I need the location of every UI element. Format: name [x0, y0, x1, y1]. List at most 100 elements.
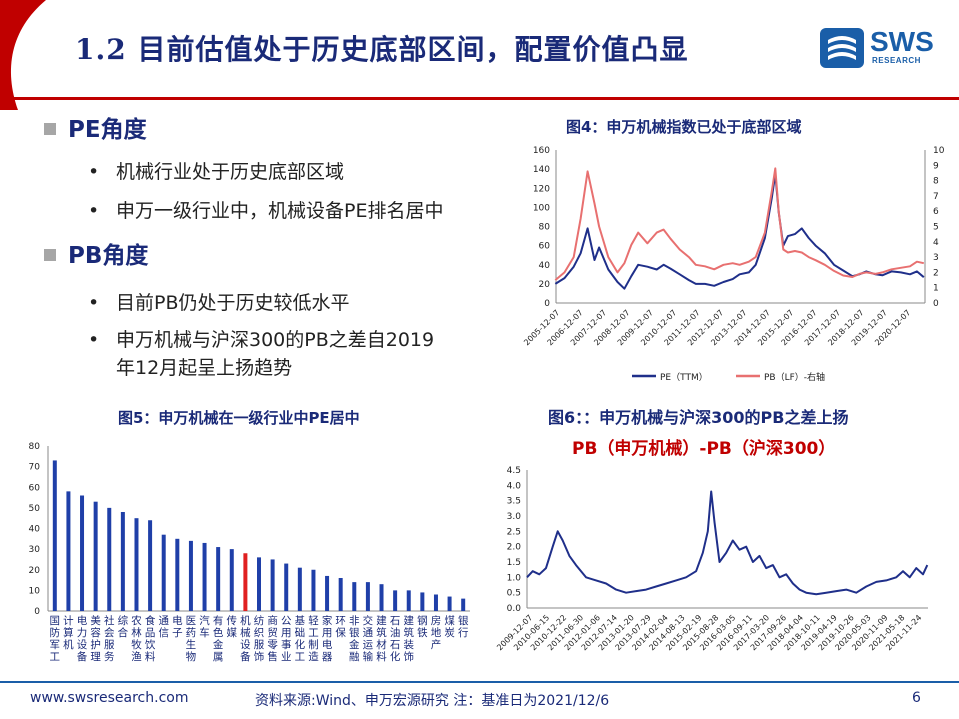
x-tick-label-char: 品: [145, 627, 156, 639]
y-tick-label: 1.0: [507, 573, 522, 583]
x-tick-label-char: 车: [199, 626, 210, 639]
y-right-tick-label: 1: [933, 284, 939, 294]
y-right-tick-label: 10: [933, 146, 945, 156]
bar-商贸零售: [270, 559, 275, 611]
y-tick-label: 0.0: [507, 604, 522, 614]
y-tick-label: 70: [29, 463, 41, 473]
x-tick-label-char: 材: [376, 638, 387, 651]
bar-石油石化: [393, 590, 398, 611]
x-tick-label-char: 综: [118, 614, 129, 627]
x-tick-label-char: 美: [90, 614, 101, 627]
x-tick-label-char: 渔: [131, 651, 142, 663]
bar-电力设备: [80, 495, 85, 611]
x-tick-label-char: 建: [403, 614, 414, 627]
sws-logo: SWS RESEARCH: [820, 26, 940, 70]
x-tick-label-char: 化: [295, 638, 306, 651]
y-tick-label: 10: [29, 586, 41, 596]
y-left-tick-label: 140: [533, 165, 550, 175]
bar-家用电器: [325, 575, 330, 611]
x-tick-label-char: 属: [213, 651, 224, 663]
x-tick-label-char: 织: [254, 627, 265, 639]
footer-website[interactable]: www.swsresearch.com: [30, 690, 189, 706]
fig6-chart: 0.00.51.01.52.02.53.03.54.04.52009-12-07…: [495, 466, 929, 652]
bar-传媒: [229, 549, 234, 611]
bar-机械设备: [243, 553, 248, 611]
logo-text: SWS: [870, 26, 934, 57]
bar-农林牧渔: [134, 518, 139, 611]
fig5-chart: 01020304050607080国防军工计算机电力设备美容护理社会服务综合农林…: [29, 442, 470, 663]
x-tick-label-char: 银: [349, 626, 360, 639]
x-tick-label-char: 传: [227, 615, 238, 627]
footer-source: 资料来源:Wind、申万宏源研究 注：基准日为2021/12/6: [255, 693, 610, 709]
x-tick-label-char: 纺: [254, 614, 265, 627]
series-line-1: [554, 172, 925, 290]
x-tick-label-char: 林: [131, 626, 142, 639]
x-tick-label-char: 通: [158, 615, 169, 627]
x-tick-label-char: 媒: [227, 626, 238, 639]
x-tick-label-char: 筑: [376, 626, 387, 639]
x-tick-label-char: 制: [308, 638, 319, 651]
x-tick-label-char: 银: [458, 614, 469, 627]
x-tick-label-char: 牧: [131, 638, 142, 651]
bar-电子: [175, 538, 180, 611]
y-tick-label: 2.0: [507, 543, 522, 553]
x-tick-label-char: 用: [281, 627, 292, 639]
y-tick-label: 2.5: [507, 527, 521, 537]
y-right-tick-label: 3: [933, 253, 939, 263]
x-tick-label-char: 备: [240, 650, 251, 663]
y-left-tick-label: 20: [539, 280, 551, 290]
y-tick-label: 40: [29, 525, 41, 535]
x-tick-label-char: 电: [322, 638, 333, 651]
bar-银行: [461, 598, 466, 611]
x-tick-label-char: 建: [376, 614, 387, 627]
x-tick-label-char: 贸: [267, 627, 278, 639]
x-tick-label-char: 物: [186, 650, 197, 663]
y-right-tick-label: 9: [933, 161, 939, 171]
x-tick-label-char: 化: [390, 650, 401, 663]
x-tick-label-char: 地: [431, 626, 442, 639]
x-tick-label-char: 医: [186, 615, 197, 627]
bar-美容护理: [93, 501, 98, 611]
y-left-tick-label: 120: [533, 184, 550, 194]
x-tick-label-char: 食: [145, 614, 156, 627]
x-tick-label-char: 力: [77, 626, 88, 639]
x-tick-label-char: 农: [131, 614, 142, 627]
x-tick-label-char: 事: [281, 638, 292, 651]
x-tick-label-char: 电: [172, 614, 183, 627]
x-tick-label-char: 油: [390, 626, 401, 639]
x-tick-label-char: 械: [240, 626, 251, 639]
x-tick-label-char: 行: [458, 626, 469, 639]
x-tick-label-char: 用: [322, 627, 333, 639]
y-left-tick-label: 40: [539, 261, 551, 271]
x-tick-label-char: 信: [158, 627, 169, 639]
y-right-tick-label: 8: [933, 177, 939, 187]
bar-通信: [161, 534, 166, 611]
y-tick-label: 20: [29, 566, 41, 576]
y-right-tick-label: 4: [933, 238, 939, 248]
y-right-tick-label: 5: [933, 223, 939, 233]
x-tick-label-char: 防: [50, 626, 61, 639]
x-tick-label-char: 输: [363, 650, 374, 663]
x-tick-label-char: 会: [104, 626, 115, 639]
x-tick-label-char: 护: [90, 638, 101, 651]
pb-bullet-2-cont: 年12月起呈上扬趋势: [116, 357, 293, 379]
pb-bullet-1: • 目前PB仍处于历史较低水平: [88, 292, 350, 314]
x-tick-label-char: 服: [254, 639, 265, 651]
bar-公用事业: [284, 563, 289, 611]
y-tick-label: 4.0: [507, 481, 522, 491]
x-tick-label-char: 色: [213, 626, 224, 639]
fig6-subtitle: PB（申万机械）-PB（沪深300）: [572, 439, 836, 459]
bar-汽车: [202, 542, 207, 611]
pb-heading: PB角度: [44, 236, 148, 270]
x-tick-label-char: 国: [50, 615, 61, 627]
fig6-title: 图6：：申万机械与沪深300的PB之差上扬: [548, 408, 849, 427]
y-tick-label: 1.5: [507, 558, 521, 568]
y-left-tick-label: 100: [533, 203, 550, 213]
y-right-tick-label: 7: [933, 192, 939, 202]
bar-钢铁: [420, 592, 425, 611]
x-tick-label-char: 工: [50, 651, 61, 663]
square-bullet-icon: [44, 248, 56, 261]
legend-label: PE（TTM）: [660, 372, 708, 383]
x-tick-label-char: 零: [267, 639, 278, 651]
x-tick-label-char: 社: [104, 614, 115, 627]
